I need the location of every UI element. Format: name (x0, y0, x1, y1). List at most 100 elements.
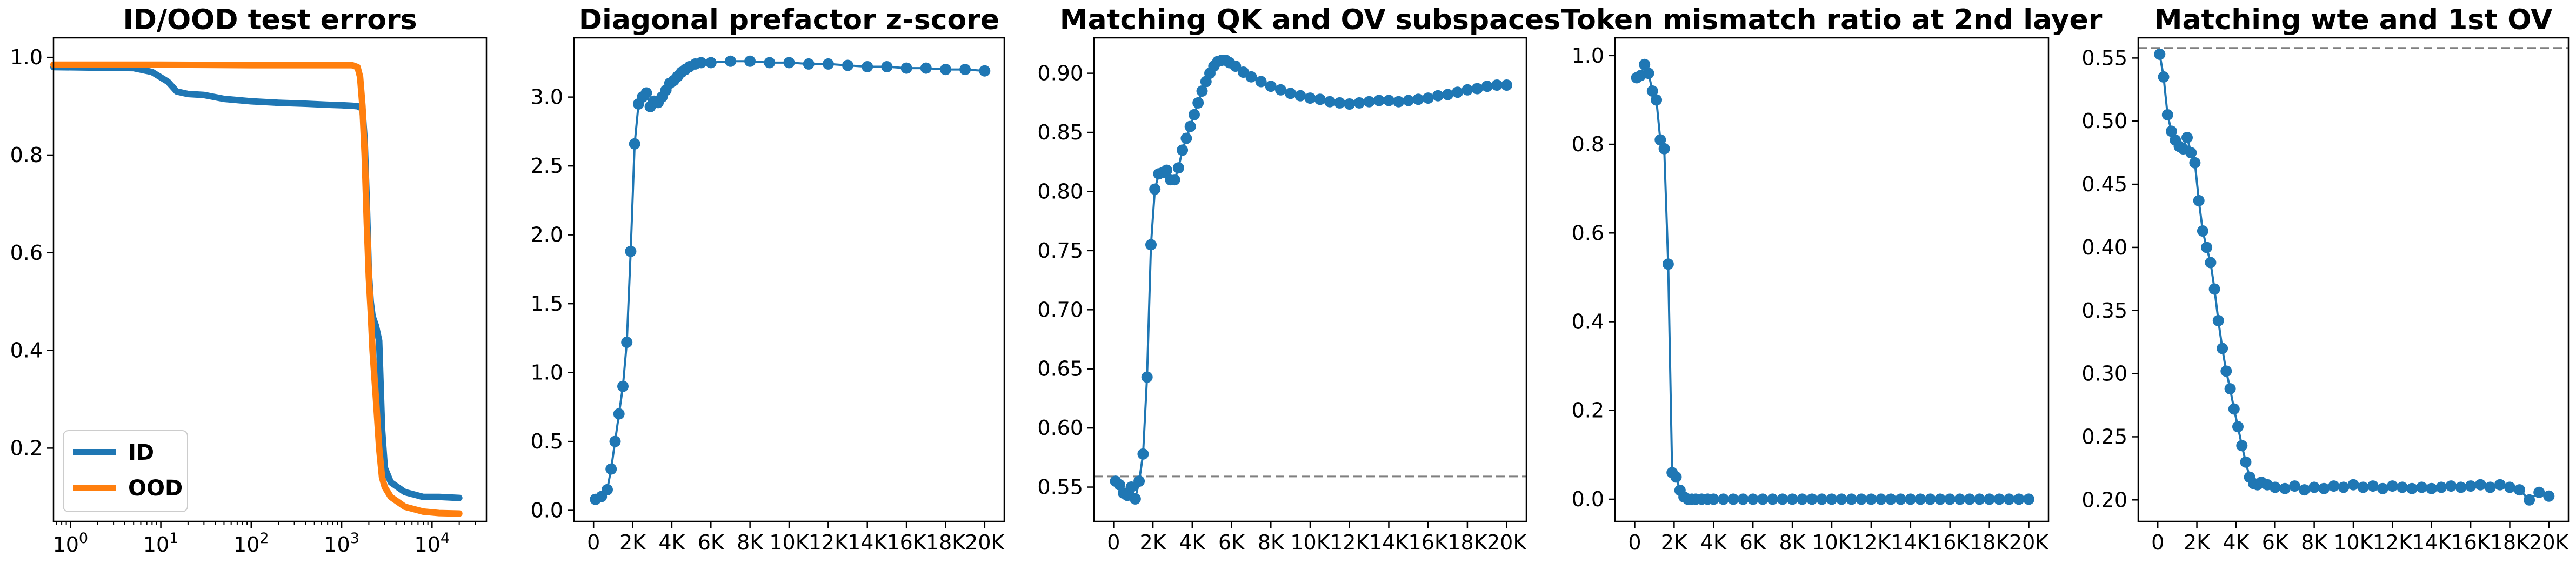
data-point (1275, 84, 1286, 96)
chart-panel-3: Matching QK and OV subspaces 0.55 0.60 0.65… (1037, 4, 1560, 554)
y-tick-label: 0.0 (531, 499, 563, 522)
data-point (1334, 97, 1345, 109)
x-tick-exponent: 4 (441, 530, 450, 547)
x-tick-label: 20K (2529, 531, 2569, 554)
data-point (2543, 490, 2555, 502)
data-point (920, 62, 932, 74)
data-point (803, 58, 815, 70)
x-tick-base: 10 (143, 533, 169, 556)
data-point (2338, 481, 2350, 493)
chart-panel-2: Diagonal prefactor z-score 0.0 0.5 1.0 1.5 2.… (531, 4, 1005, 554)
y-tick-label: 0.85 (1037, 120, 1083, 144)
data-point (2416, 481, 2428, 493)
axes-frame (1093, 37, 1527, 522)
x-tick-label: 16K (1409, 531, 1449, 554)
data-point (609, 435, 621, 447)
y-tick-label: 0.90 (1037, 62, 1083, 85)
y-tick-label: 0.40 (2081, 236, 2127, 259)
series-line (1115, 59, 1508, 500)
x-tick-label: 20K (965, 531, 1005, 554)
x-tick-label: 18K (1970, 531, 2010, 554)
data-point (1471, 83, 1483, 95)
chart-title: ID/OOD test errors (123, 4, 417, 36)
data-point (1643, 68, 1654, 79)
x-tick-base: 10 (233, 533, 259, 556)
data-point (1129, 493, 1141, 505)
data-point (2269, 481, 2281, 493)
x-tick-exponent: 3 (350, 530, 359, 547)
y-tick-label: 0.5 (531, 430, 563, 453)
data-point (2013, 493, 2025, 505)
data-point (1145, 239, 1157, 251)
y-tick-label: 1.0 (10, 45, 43, 69)
data-point (1491, 79, 1503, 91)
data-point (621, 337, 633, 348)
data-point (1192, 97, 1204, 109)
data-point (1806, 493, 1818, 505)
data-point (617, 380, 629, 392)
data-point (1662, 258, 1674, 270)
data-point (2208, 283, 2220, 295)
data-point (2328, 480, 2340, 492)
x-tick-label: 6K (1740, 531, 1767, 554)
data-point (625, 245, 637, 257)
data-point (900, 62, 912, 74)
x-tick-label: 10K (1812, 531, 1852, 554)
data-point (1255, 76, 1267, 88)
data-point (2289, 480, 2300, 492)
x-tick-label: 6K (2262, 531, 2289, 554)
chart-title: Token mismatch ratio at 2nd layer (1561, 4, 2103, 36)
x-tick-exponent: 2 (259, 530, 269, 547)
data-point (1836, 493, 1847, 505)
x-tick-label: 0 (1107, 531, 1120, 554)
y-tick-label: 1.0 (531, 361, 563, 385)
data-point (2377, 482, 2388, 494)
data-point (2445, 480, 2457, 492)
y-tick-label: 0.55 (1037, 475, 1083, 499)
x-tick-label: 20K (2009, 531, 2049, 554)
data-point (1865, 493, 1877, 505)
x-tick-label: 20K (1487, 531, 1527, 554)
data-point (1180, 132, 1192, 144)
data-point (1796, 493, 1808, 505)
data-point (1230, 61, 1242, 72)
data-point (2514, 484, 2525, 496)
data-point (2220, 365, 2232, 377)
data-point (2023, 493, 2034, 505)
y-tick-label: 0.60 (1037, 416, 1083, 440)
data-point (695, 57, 707, 69)
data-point (1727, 493, 1739, 505)
chart-title: Matching wte and 1st OV (2154, 4, 2553, 36)
data-point (705, 57, 717, 69)
x-tick-label: 14K (847, 531, 887, 554)
data-point (1826, 493, 1838, 505)
data-point (2201, 242, 2213, 253)
y-tick-label: 2.5 (531, 154, 563, 178)
data-point (881, 61, 893, 72)
data-point (1137, 448, 1149, 460)
data-point (1767, 493, 1779, 505)
data-point (1984, 493, 1996, 505)
x-tick-label: 102 (233, 530, 269, 556)
data-point (2158, 71, 2170, 83)
x-tick-label: 2K (2184, 531, 2211, 554)
x-tick-label: 2K (1661, 531, 1688, 554)
data-point (1993, 493, 2005, 505)
data-point (1658, 143, 1670, 155)
data-point (1245, 71, 1257, 83)
x-tick-label: 8K (2301, 531, 2328, 554)
y-tick-label: 0.8 (1572, 132, 1604, 156)
data-point (2212, 314, 2224, 326)
x-tick-label: 14K (1891, 531, 1931, 554)
data-point (602, 484, 613, 495)
data-point (1875, 493, 1887, 505)
data-point (1846, 493, 1857, 505)
data-point (1895, 493, 1907, 505)
series-line (1636, 63, 2030, 500)
x-tick-label: 18K (926, 531, 966, 554)
data-point (2426, 482, 2438, 494)
x-tick-label: 16K (886, 531, 926, 554)
data-point (2228, 403, 2240, 415)
data-point (862, 61, 873, 72)
